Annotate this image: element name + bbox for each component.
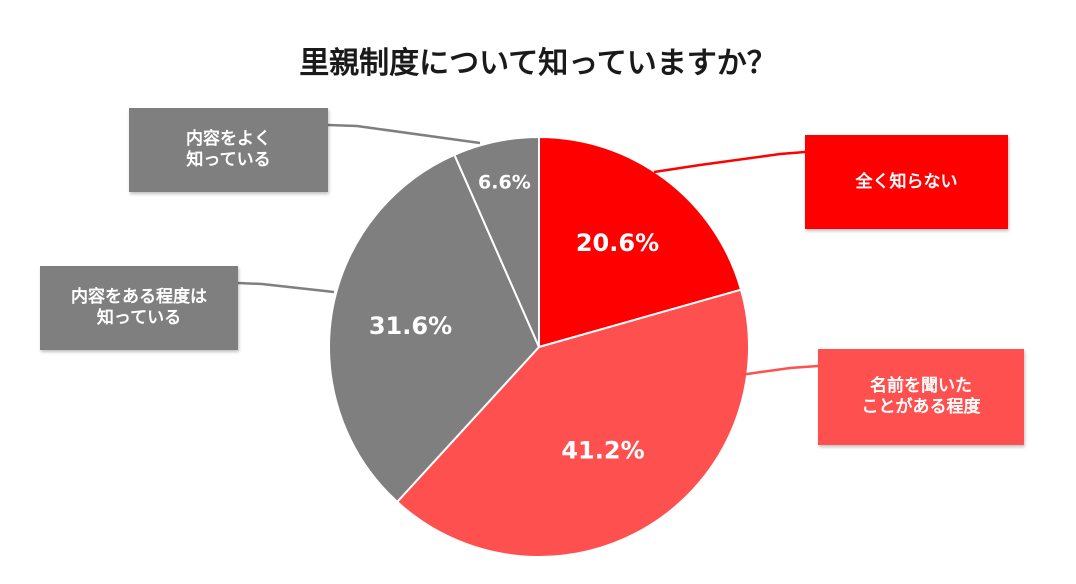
slice-percent-know-well: 6.6%	[478, 172, 531, 194]
leader-line-know-well	[327, 123, 481, 145]
pie-slice-heard-name	[395, 288, 751, 558]
callout-label-know-well: 内容をよく 知っている	[186, 129, 271, 170]
leader-line-heard-name	[739, 364, 819, 377]
callout-box-know-somewhat: 内容をある程度は 知っている	[40, 266, 238, 350]
pie-slice-know-somewhat	[328, 153, 541, 504]
slice-percent-know-somewhat: 31.6%	[369, 312, 452, 340]
pie-slice-not-at-all	[538, 135, 743, 349]
callout-box-heard-name: 名前を聞いた ことがある程度	[818, 349, 1024, 445]
callout-label-heard-name: 名前を聞いた ことがある程度	[861, 376, 981, 417]
callout-box-know-well: 内容をよく 知っている	[129, 108, 328, 192]
leader-line-know-somewhat	[237, 281, 335, 294]
slice-percent-heard-name: 41.2%	[561, 437, 644, 465]
callout-label-not-at-all: 全く知らない	[855, 171, 958, 192]
callout-label-know-somewhat: 内容をある程度は 知っている	[71, 287, 207, 328]
chart-title: 里親制度について知っていますか？	[299, 46, 777, 81]
callout-box-not-at-all: 全く知らない	[805, 135, 1008, 229]
leader-line-not-at-all	[653, 150, 806, 174]
slice-percent-not-at-all: 20.6%	[576, 229, 659, 257]
pie-slice-know-well	[453, 135, 540, 348]
